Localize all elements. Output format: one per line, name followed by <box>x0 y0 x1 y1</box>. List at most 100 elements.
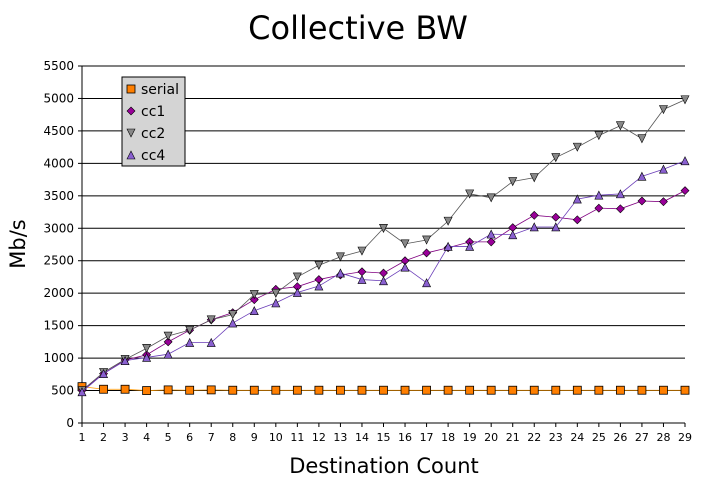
legend-marker-cc2 <box>126 128 136 138</box>
point-cc4 <box>422 278 432 288</box>
point-cc4 <box>77 387 87 397</box>
point-cc2 <box>486 193 496 203</box>
point-serial <box>594 385 604 395</box>
x-tick-label: 28 <box>656 431 670 444</box>
legend-label: serial <box>141 82 179 98</box>
series-serial <box>77 382 690 395</box>
point-cc2 <box>615 121 625 131</box>
point-serial <box>120 384 130 394</box>
legend-marker-serial <box>126 84 136 94</box>
y-tick-label: 4000 <box>43 156 74 170</box>
series-cc2 <box>77 95 690 396</box>
point-cc1 <box>249 295 259 305</box>
y-tick-label: 3500 <box>43 189 74 203</box>
point-serial <box>185 385 195 395</box>
point-cc2 <box>379 223 388 233</box>
y-tick-label: 5500 <box>43 59 74 73</box>
point-serial <box>99 384 108 394</box>
point-cc2 <box>508 177 518 187</box>
point-serial <box>400 385 410 395</box>
x-tick-label: 24 <box>570 431 584 444</box>
y-tick-label: 0 <box>66 416 74 430</box>
y-tick-label: 3000 <box>43 221 74 235</box>
point-cc1 <box>422 248 431 258</box>
point-cc1 <box>615 204 625 214</box>
point-cc4 <box>335 268 345 278</box>
point-cc2 <box>422 235 432 245</box>
point-serial <box>615 385 625 395</box>
legend-marker-cc4 <box>126 150 136 160</box>
x-tick-label: 21 <box>506 431 520 444</box>
y-tick-label: 5000 <box>43 91 74 105</box>
x-tick-label: 16 <box>398 431 412 444</box>
point-cc4 <box>379 276 388 286</box>
series-group <box>77 95 690 397</box>
point-cc2 <box>443 216 453 226</box>
point-serial <box>422 385 431 395</box>
y-tick-label: 500 <box>51 384 74 398</box>
point-serial <box>206 385 216 395</box>
y-tick-label: 2000 <box>43 286 74 300</box>
point-cc1 <box>551 212 561 222</box>
point-cc2 <box>529 173 539 183</box>
point-cc2 <box>292 272 302 282</box>
point-cc4 <box>314 281 324 291</box>
y-tick-labels: 0 500 1000 1500 2000 2500 3000 3500 4000 4500 5000… <box>43 59 74 430</box>
y-tick-label: 1000 <box>43 351 74 365</box>
x-tick-label: 10 <box>269 431 283 444</box>
point-cc2 <box>465 189 475 199</box>
point-cc4 <box>637 171 647 181</box>
x-tick-label: 6 <box>186 431 193 444</box>
x-tick-label: 20 <box>484 431 498 444</box>
point-cc2 <box>163 331 173 341</box>
point-cc1 <box>529 210 539 220</box>
point-cc2 <box>249 290 259 300</box>
point-cc1 <box>659 197 668 207</box>
point-cc4 <box>142 352 152 362</box>
point-cc4 <box>400 262 410 272</box>
point-cc1 <box>572 215 582 225</box>
series-cc1 <box>77 186 690 395</box>
x-tick-label: 29 <box>678 431 692 444</box>
x-tick-labels: 1 2 3 4 5 6 7 8 9 10 11 12 13 14 15 16 17 18 19 20 21 22 23 24 2… <box>79 431 693 444</box>
point-cc4 <box>206 337 216 347</box>
x-tick-label: 17 <box>420 431 434 444</box>
point-serial <box>680 385 690 395</box>
point-serial <box>163 385 173 395</box>
y-tick-label: 1500 <box>43 319 74 333</box>
x-tick-label: 5 <box>165 431 172 444</box>
point-cc2 <box>335 252 345 262</box>
point-cc2 <box>271 288 281 298</box>
point-cc2 <box>680 95 690 105</box>
x-tick-label: 1 <box>79 431 86 444</box>
point-cc1 <box>637 196 647 206</box>
x-tick-label: 8 <box>229 431 236 444</box>
point-cc2 <box>637 134 647 144</box>
y-axis-title: Mb/s <box>6 219 30 268</box>
series-cc4 <box>77 156 690 397</box>
point-cc2 <box>142 344 152 354</box>
point-cc2 <box>357 246 367 256</box>
point-serial <box>336 385 345 395</box>
point-cc4 <box>163 349 173 359</box>
x-tick-label: 9 <box>251 431 258 444</box>
point-serial <box>271 385 281 395</box>
point-cc2 <box>206 315 216 325</box>
point-cc4 <box>529 222 539 232</box>
point-serial <box>228 385 238 395</box>
point-cc4 <box>292 287 302 297</box>
point-cc4 <box>658 164 668 174</box>
x-tick-label: 27 <box>635 431 649 444</box>
point-cc1 <box>486 237 496 247</box>
x-tick-label: 26 <box>613 431 627 444</box>
axes <box>81 66 685 424</box>
x-tick-label: 23 <box>549 431 563 444</box>
legend-marker-cc1 <box>126 106 136 116</box>
point-cc1 <box>163 337 173 347</box>
point-cc4 <box>99 368 109 378</box>
legend-label: cc1 <box>141 104 165 120</box>
point-serial <box>292 385 302 395</box>
grid-lines <box>78 65 686 427</box>
point-cc2 <box>400 239 410 249</box>
